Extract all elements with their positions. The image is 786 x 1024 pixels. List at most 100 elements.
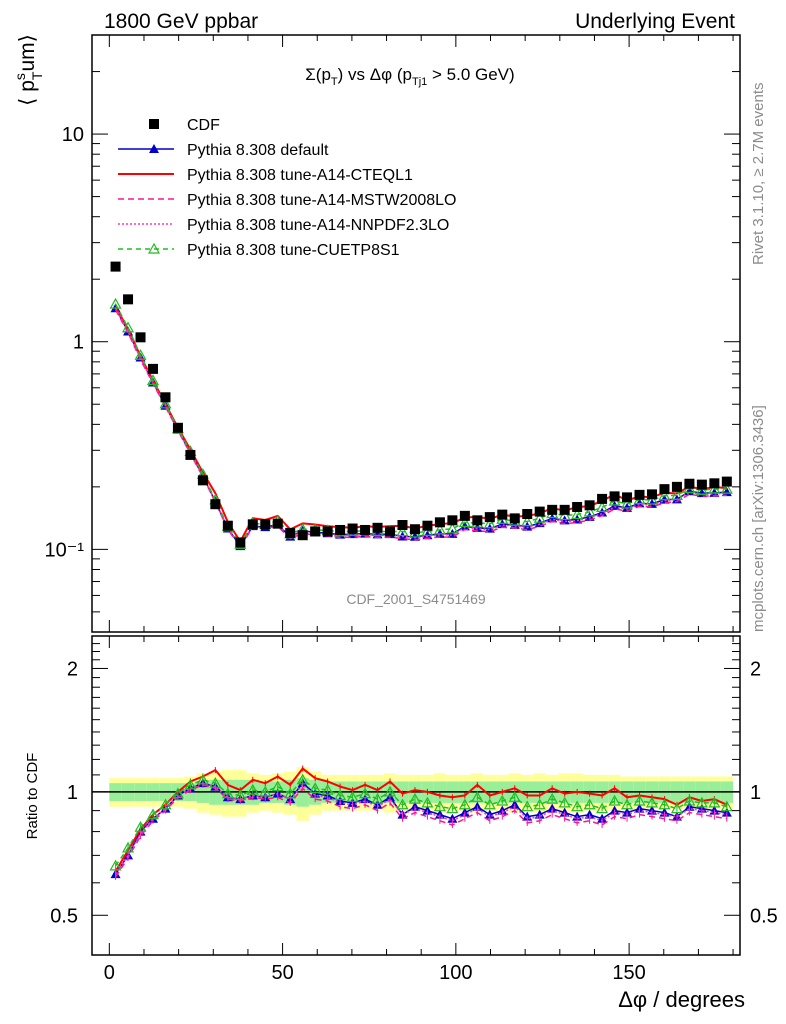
- data-point-cdf: [397, 520, 408, 531]
- data-point-cdf: [709, 478, 720, 489]
- data-point-cdf: [572, 501, 583, 512]
- series-marker: [596, 501, 609, 513]
- data-point-cdf: [721, 476, 732, 487]
- ratio-marker: [321, 783, 334, 795]
- series-marker: [720, 482, 733, 494]
- rivet-label: Rivet 3.1.10, ≥ 2.7M events: [750, 83, 767, 266]
- series-marker: [421, 525, 434, 536]
- ratio-y-label: Ratio to CDF: [24, 753, 41, 840]
- ratio-marker: [408, 792, 421, 804]
- data-point-cdf: [484, 512, 495, 523]
- series-marker: [533, 511, 546, 523]
- series-marker: [621, 497, 634, 509]
- data-point-cdf: [422, 520, 433, 531]
- series-marker: [409, 531, 420, 541]
- ratio-marker: [658, 798, 671, 810]
- legend-label: Pythia 8.308 tune-CUETP8S1: [187, 242, 400, 259]
- ratio-marker: [184, 778, 197, 790]
- ratio-marker: [720, 800, 733, 812]
- ratio-marker: [521, 800, 534, 812]
- lower-panel-data: [109, 765, 733, 880]
- ratio-marker: [234, 789, 247, 801]
- series-marker: [122, 321, 135, 333]
- ratio-marker: [383, 785, 397, 797]
- data-point-cdf: [659, 484, 670, 495]
- data-point-cdf: [335, 524, 346, 535]
- data-point-cdf: [135, 332, 146, 343]
- ratio-marker: [171, 787, 184, 799]
- data-point-cdf: [634, 489, 645, 500]
- data-point-cdf: [609, 491, 620, 502]
- legend-swatch-marker: [149, 119, 159, 129]
- legend-label: Pythia 8.308 tune-A14-CTEQL1: [187, 167, 413, 184]
- ratio-marker: [371, 792, 384, 804]
- data-point-cdf: [409, 524, 420, 535]
- series-marker: [509, 519, 520, 529]
- data-point-cdf: [684, 478, 695, 489]
- series-marker: [458, 516, 471, 528]
- legend-label: Pythia 8.308 default: [187, 142, 329, 159]
- series-line: [114, 307, 727, 548]
- ratio-line: [114, 778, 728, 867]
- y-axis-label: ⟨ psTum⟩: [12, 34, 45, 106]
- upper-panel-data: [109, 261, 733, 551]
- lower-frame: [91, 635, 741, 956]
- legend-swatch-marker: [147, 242, 161, 254]
- ratio-marker: [246, 783, 259, 795]
- series-marker: [159, 397, 172, 409]
- ratio-marker: [109, 859, 122, 871]
- ratio-line: [114, 767, 728, 872]
- y-tick-label: 1: [73, 332, 84, 354]
- series-marker: [134, 348, 147, 360]
- header-right: Underlying Event: [575, 10, 735, 33]
- data-point-cdf: [123, 294, 134, 305]
- data-point-cdf: [235, 537, 246, 548]
- ratio-marker: [296, 773, 309, 785]
- ratio-y-tick-label-right: 2: [750, 658, 761, 680]
- ratio-marker: [159, 798, 172, 810]
- data-point-cdf: [447, 515, 458, 526]
- ratio-marker: [284, 787, 297, 799]
- ratio-marker: [708, 796, 721, 808]
- series-marker: [146, 374, 160, 386]
- x-tick-label: 50: [271, 962, 293, 984]
- data-point-cdf: [459, 510, 470, 521]
- ratio-line: [114, 782, 727, 875]
- ratio-marker: [633, 794, 646, 806]
- ratio-y-tick-label: 0.5: [50, 905, 78, 927]
- ratio-marker: [608, 794, 621, 806]
- series-line: [114, 309, 727, 549]
- data-point-cdf: [509, 513, 520, 524]
- series-marker: [658, 489, 671, 501]
- legend-label: Pythia 8.308 tune-A14-MSTW2008LO: [187, 192, 456, 209]
- series-marker: [433, 523, 446, 535]
- data-point-cdf: [297, 530, 308, 541]
- data-point-cdf: [671, 481, 682, 492]
- series-line: [114, 303, 727, 546]
- ratio-marker: [334, 789, 347, 801]
- data-point-cdf: [385, 526, 396, 537]
- series-marker: [109, 297, 122, 309]
- legend-label: Pythia 8.308 tune-A14-NNPDF2.3LO: [187, 217, 449, 234]
- ratio-marker: [558, 796, 571, 808]
- ratio-marker: [471, 791, 484, 802]
- data-point-cdf: [547, 504, 558, 515]
- mcplots-label: mcplots.cern.ch [arXiv:1306.3436]: [750, 405, 767, 632]
- ratio-y-tick-label-right: 0.5: [750, 905, 778, 927]
- data-point-cdf: [584, 500, 595, 511]
- series-marker: [708, 482, 721, 494]
- series-marker: [645, 493, 659, 505]
- ratio-marker: [259, 785, 272, 797]
- header-left: 1800 GeV ppbar: [104, 10, 258, 33]
- data-point-cdf: [310, 526, 321, 537]
- legend-label: CDF: [187, 117, 220, 134]
- ratio-marker: [596, 802, 609, 814]
- series-line: [114, 307, 727, 548]
- data-point-cdf: [160, 392, 171, 403]
- data-point-cdf: [597, 493, 608, 504]
- data-point-cdf: [247, 519, 258, 530]
- data-point-cdf: [497, 509, 508, 520]
- series-marker: [558, 509, 571, 521]
- ratio-marker: [396, 798, 409, 810]
- series-marker: [583, 505, 596, 517]
